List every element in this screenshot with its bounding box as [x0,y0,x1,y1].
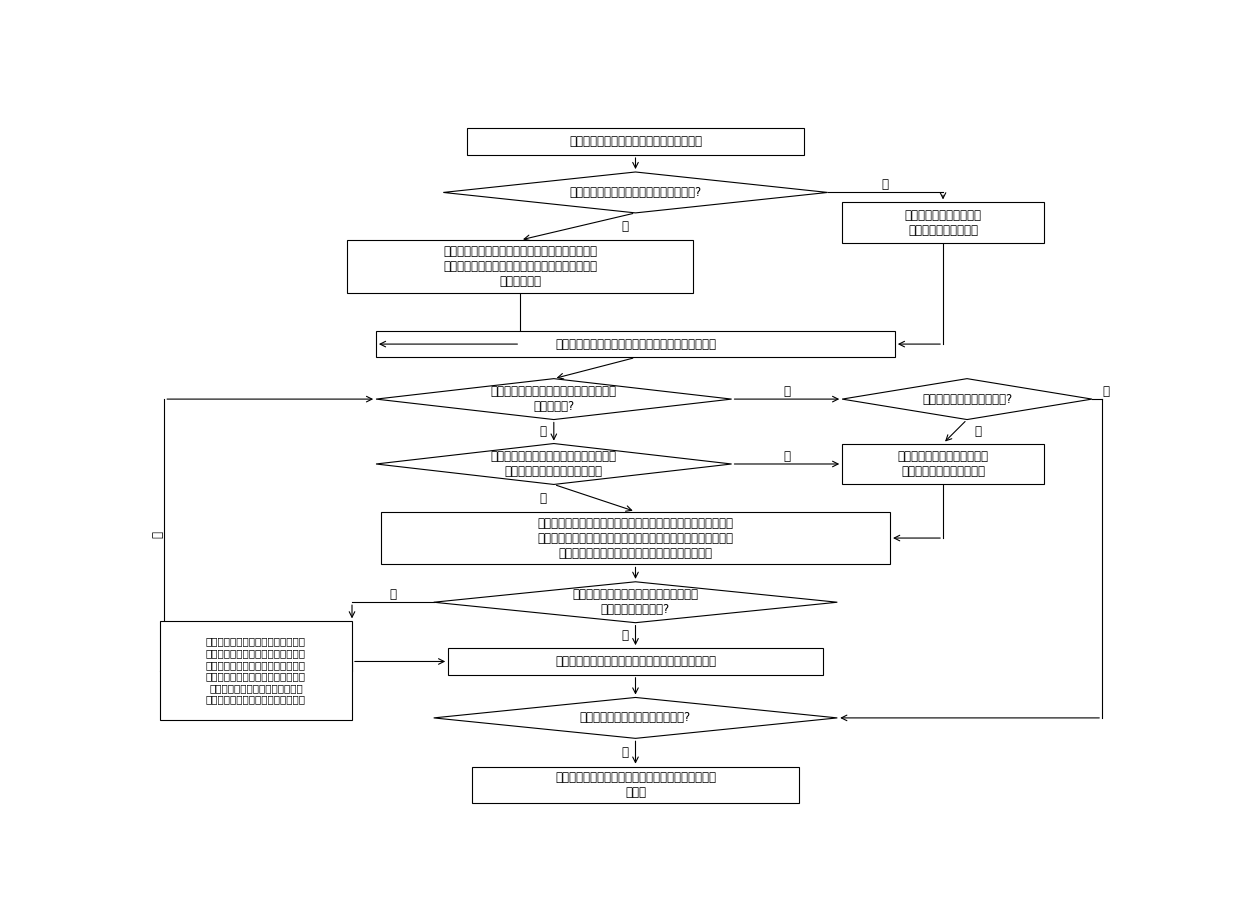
Text: 是: 是 [975,425,981,438]
Text: 令微电网以孤岛形式运行，电
负荷由光伏和储电装置供应: 令微电网以孤岛形式运行，电 负荷由光伏和储电装置供应 [898,450,988,478]
Text: 是: 是 [621,220,629,233]
FancyBboxPatch shape [472,767,799,803]
Text: 结合基于激励的电负荷响应和基于激
励的热负荷响应模型，启动电热负荷
的主动削减，并结合费用计算公式，
计算削减费用；若削减后仍无法恢复
供电则切除负荷至供电平衡: 结合基于激励的电负荷响应和基于激 励的热负荷响应模型，启动电热负荷 的主动削减，… [206,637,306,704]
Text: 结合元件出力模型对故障元件新的运行时间进行抽样: 结合元件出力模型对故障元件新的运行时间进行抽样 [556,655,715,668]
FancyBboxPatch shape [842,443,1044,485]
Text: 否: 否 [151,531,165,539]
Text: 否: 否 [784,385,790,398]
FancyBboxPatch shape [448,649,823,675]
FancyBboxPatch shape [160,621,352,720]
Text: 重负荷是否大于联络线容量?: 重负荷是否大于联络线容量? [921,393,1012,406]
Text: 故障元件为光伏、储能装置或电锅炉，更新故障元件对应的出力
与负荷曲线；其中，光伏故障后其出力为零，储能装置故障后不
再参与运行，电锅炉故障后热负荷由储热装置供应: 故障元件为光伏、储能装置或电锅炉，更新故障元件对应的出力 与负荷曲线；其中，光伏… [537,517,734,560]
Text: 对故障元件的故障修复时间进行抽样，判
断故障元件是否为上级电网故障: 对故障元件的故障修复时间进行抽样，判 断故障元件是否为上级电网故障 [491,450,616,478]
Text: 电负荷与热负荷是否参与基于电价的响应?: 电负荷与热负荷是否参与基于电价的响应? [569,186,702,199]
Text: 否: 否 [1102,385,1110,398]
Text: 否: 否 [882,179,889,191]
Text: 维持之前的电负荷曲线与
电锅炉的时序功率不变: 维持之前的电负荷曲线与 电锅炉的时序功率不变 [904,209,982,236]
Text: 统计电热耦合微网的年缺供电量与缺供热量并结束评
估流程: 统计电热耦合微网的年缺供电量与缺供热量并结束评 估流程 [556,771,715,799]
Text: 否: 否 [389,588,397,601]
Text: 是: 是 [784,450,790,463]
Text: 获取初始电负荷、热负荷与光伏的出力曲线: 获取初始电负荷、热负荷与光伏的出力曲线 [569,136,702,148]
FancyBboxPatch shape [381,512,890,564]
FancyBboxPatch shape [376,331,895,357]
Text: 是: 是 [539,425,547,438]
Polygon shape [842,378,1092,420]
FancyBboxPatch shape [467,128,804,155]
Text: 结合各元件的出力模型确定各元件的无故障运行时间: 结合各元件的出力模型确定各元件的无故障运行时间 [556,338,715,351]
Text: 结合基于电价的响应机制更新电负荷曲线与电锅炉
的时序功率，并结合基于电价的响应的计算公式，
计算响应费用: 结合基于电价的响应机制更新电负荷曲线与电锅炉 的时序功率，并结合基于电价的响应的… [443,245,598,288]
Text: 运行时间是否达到规定的模拟时长?: 运行时间是否达到规定的模拟时长? [580,712,691,725]
Text: 结合光伏和储能装置的实时出力与负荷，
其是否满足供电平衡?: 结合光伏和储能装置的实时出力与负荷， 其是否满足供电平衡? [573,588,698,616]
Polygon shape [376,378,732,420]
Text: 模拟时钟推进一定时长，并判断是否抽样
到故障元件?: 模拟时钟推进一定时长，并判断是否抽样 到故障元件? [491,385,616,413]
Polygon shape [444,172,828,213]
Text: 否: 否 [539,492,547,505]
Text: 是: 是 [621,629,629,642]
FancyBboxPatch shape [347,240,693,293]
Polygon shape [434,697,837,738]
Text: 是: 是 [621,746,629,759]
Polygon shape [376,443,732,485]
FancyBboxPatch shape [842,202,1044,244]
Polygon shape [434,582,837,623]
